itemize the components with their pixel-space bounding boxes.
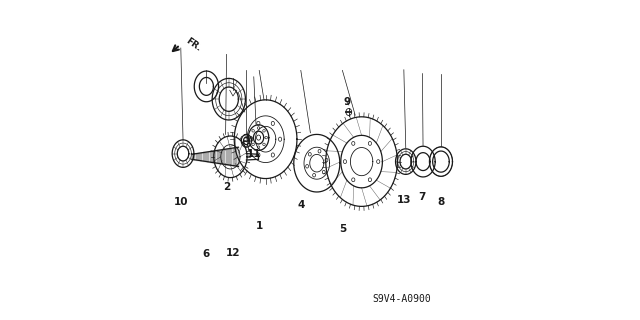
Text: 5: 5 (339, 224, 346, 234)
Text: 3: 3 (242, 134, 250, 144)
Text: 10: 10 (173, 196, 188, 207)
Text: 13: 13 (397, 195, 411, 205)
Text: S9V4-A0900: S9V4-A0900 (372, 294, 431, 304)
Text: 4: 4 (297, 200, 305, 210)
Text: 12: 12 (226, 248, 240, 258)
Text: 1: 1 (255, 220, 263, 231)
Text: FR.: FR. (184, 36, 203, 53)
Text: 6: 6 (203, 249, 210, 260)
Text: 2: 2 (223, 182, 230, 192)
Text: 11: 11 (246, 148, 261, 159)
Text: 8: 8 (437, 196, 445, 207)
Text: 7: 7 (419, 192, 426, 202)
Text: 9: 9 (344, 97, 351, 108)
